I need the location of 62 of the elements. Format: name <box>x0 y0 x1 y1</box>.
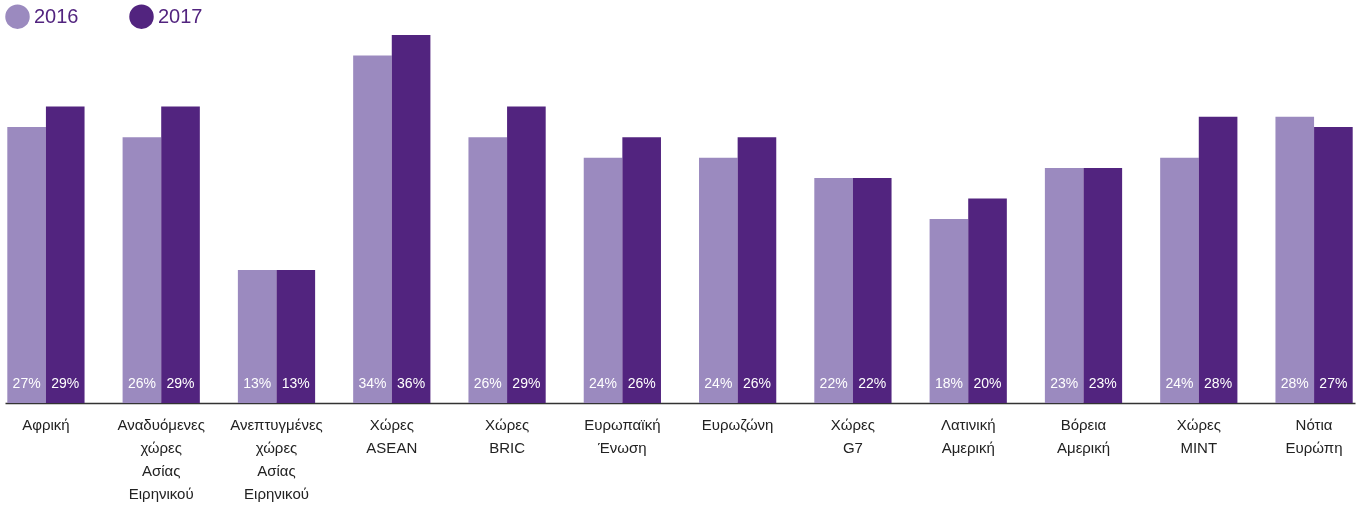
bar <box>1314 127 1353 403</box>
bar <box>391 35 431 403</box>
data-label: 34% <box>358 375 387 391</box>
bar <box>583 157 623 403</box>
legend-label: 2017 <box>158 4 203 27</box>
data-label: 13% <box>243 375 272 391</box>
data-label: 27% <box>1319 375 1348 391</box>
x-tick-label: Χώρες G7 <box>830 415 876 456</box>
data-label: 24% <box>704 375 733 391</box>
x-tick-label: Ανεπτυγμένες χώρες Ασίας Ειρηνικού <box>230 415 323 502</box>
data-label: 23% <box>1088 375 1117 391</box>
bar <box>929 219 969 403</box>
bar <box>507 106 546 403</box>
bar <box>468 137 508 403</box>
bar <box>7 127 46 403</box>
bar <box>737 137 777 403</box>
data-label: 29% <box>512 375 541 391</box>
bar <box>622 137 661 403</box>
bar <box>1198 116 1238 403</box>
data-label: 22% <box>858 375 887 391</box>
x-tick-label: Ευρωπαϊκή Ένωση <box>584 415 661 456</box>
data-label: 22% <box>819 375 848 391</box>
bar <box>161 106 200 403</box>
bar <box>1160 157 1199 403</box>
bar <box>353 55 392 403</box>
x-tick-label: Ευρωζώνη <box>701 415 774 433</box>
data-label: 23% <box>1050 375 1079 391</box>
bar <box>237 270 277 403</box>
data-label: 18% <box>934 375 963 391</box>
x-tick-label: Βόρεια Αμερική <box>1056 415 1111 456</box>
data-label: 28% <box>1204 375 1233 391</box>
bar <box>814 178 853 403</box>
data-label: 29% <box>166 375 195 391</box>
data-label: 24% <box>1165 375 1194 391</box>
data-label: 20% <box>973 375 1002 391</box>
x-tick-label: Χώρες MINT <box>1176 415 1221 456</box>
bar <box>852 178 892 403</box>
x-tick-label: Χώρες BRIC <box>484 415 530 456</box>
data-label: 24% <box>589 375 618 391</box>
data-label: 28% <box>1280 375 1309 391</box>
bar <box>1083 167 1123 403</box>
x-tick-label: Αφρική <box>22 415 70 433</box>
data-label: 26% <box>127 375 156 391</box>
data-label: 29% <box>51 375 80 391</box>
bar <box>1044 167 1084 403</box>
data-label: 13% <box>281 375 310 391</box>
x-tick-label: Λατινική Αμερική <box>940 415 996 456</box>
bar <box>122 137 162 403</box>
data-label: 36% <box>397 375 426 391</box>
x-tick-label: Αναδυόμενες χώρες Ασίας Ειρηνικού <box>117 415 205 502</box>
data-label: 26% <box>627 375 656 391</box>
x-tick-label: Χώρες ASEAN <box>366 415 418 456</box>
data-label: 26% <box>473 375 502 391</box>
data-label: 26% <box>742 375 771 391</box>
x-tick-label: Νότια Ευρώπη <box>1285 415 1343 456</box>
bar <box>45 106 85 403</box>
data-label: 27% <box>12 375 41 391</box>
legend-label: 2016 <box>34 4 79 27</box>
bar <box>276 270 316 403</box>
bar <box>699 157 738 403</box>
bar <box>1275 116 1315 403</box>
bar <box>968 198 1007 403</box>
